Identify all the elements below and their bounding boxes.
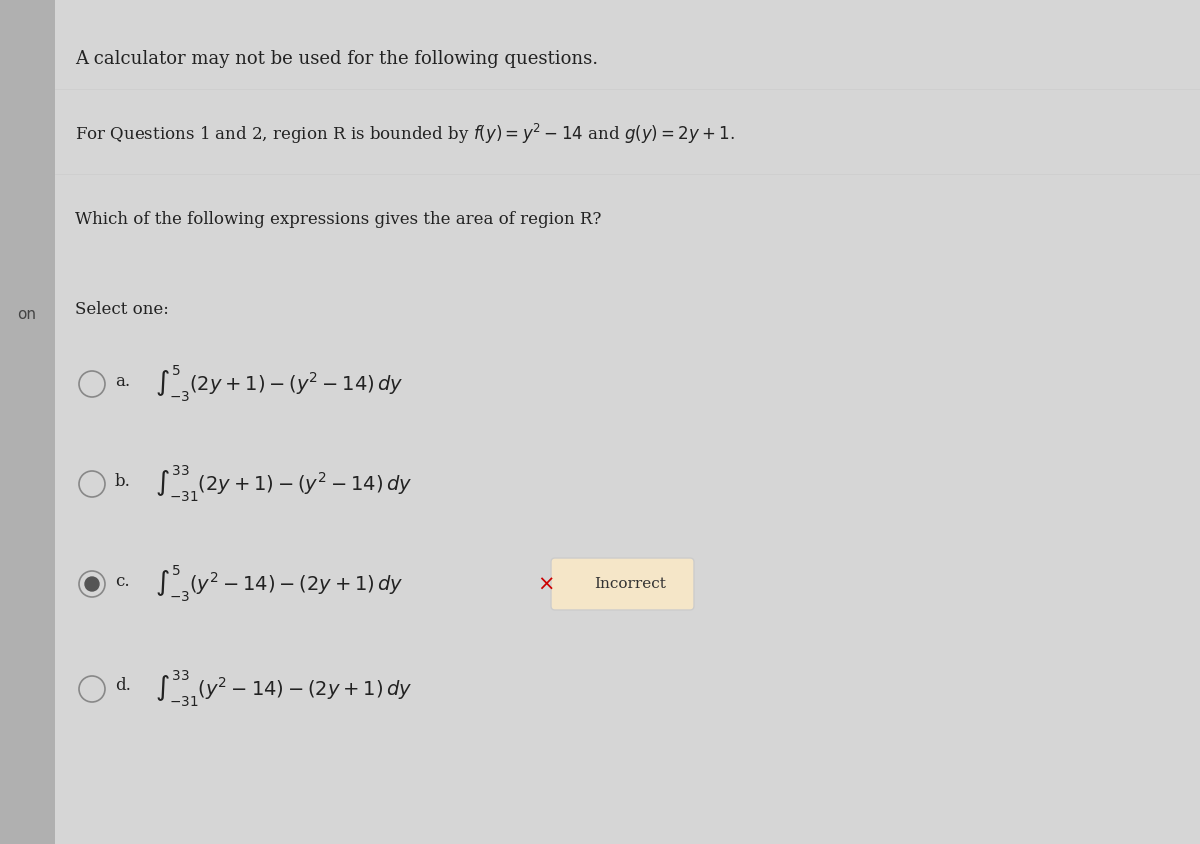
Text: For Questions 1 and 2, region R is bounded by $f(y)=y^2-14$ and $g(y)=2y+1$.: For Questions 1 and 2, region R is bound…: [74, 122, 734, 146]
Text: A calculator may not be used for the following questions.: A calculator may not be used for the fol…: [74, 50, 598, 68]
Text: a.: a.: [115, 372, 130, 389]
Text: Select one:: Select one:: [74, 300, 169, 317]
Text: $\int_{-31}^{33}(y^2-14)-(2y+1)\,dy$: $\int_{-31}^{33}(y^2-14)-(2y+1)\,dy$: [155, 669, 413, 709]
Circle shape: [85, 577, 98, 591]
Text: $\int_{-31}^{33}(2y+1)-(y^2-14)\,dy$: $\int_{-31}^{33}(2y+1)-(y^2-14)\,dy$: [155, 464, 413, 504]
Text: $\int_{-3}^{5}(y^2-14)-(2y+1)\,dy$: $\int_{-3}^{5}(y^2-14)-(2y+1)\,dy$: [155, 564, 403, 604]
Text: $\int_{-3}^{5}(2y+1)-(y^2-14)\,dy$: $\int_{-3}^{5}(2y+1)-(y^2-14)\,dy$: [155, 364, 403, 404]
Text: Which of the following expressions gives the area of region R?: Which of the following expressions gives…: [74, 210, 601, 228]
Text: c.: c.: [115, 572, 130, 589]
Text: $\times$: $\times$: [536, 574, 553, 594]
Text: b.: b.: [115, 473, 131, 490]
Text: on: on: [18, 306, 36, 322]
Text: d.: d.: [115, 678, 131, 695]
FancyBboxPatch shape: [0, 0, 55, 844]
Text: Incorrect: Incorrect: [594, 577, 666, 591]
FancyBboxPatch shape: [551, 558, 694, 610]
